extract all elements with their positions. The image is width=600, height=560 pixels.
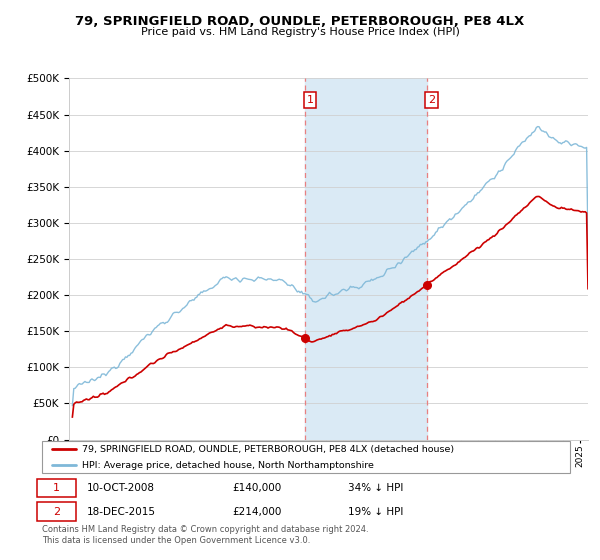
Text: £140,000: £140,000 bbox=[232, 483, 281, 493]
Text: 34% ↓ HPI: 34% ↓ HPI bbox=[348, 483, 404, 493]
FancyBboxPatch shape bbox=[37, 479, 76, 497]
Text: 2: 2 bbox=[428, 95, 436, 105]
Text: 1: 1 bbox=[307, 95, 314, 105]
Text: 79, SPRINGFIELD ROAD, OUNDLE, PETERBOROUGH, PE8 4LX (detached house): 79, SPRINGFIELD ROAD, OUNDLE, PETERBOROU… bbox=[82, 445, 454, 454]
Text: 79, SPRINGFIELD ROAD, OUNDLE, PETERBOROUGH, PE8 4LX: 79, SPRINGFIELD ROAD, OUNDLE, PETERBOROU… bbox=[76, 15, 524, 28]
Text: Contains HM Land Registry data © Crown copyright and database right 2024.
This d: Contains HM Land Registry data © Crown c… bbox=[42, 525, 368, 545]
Bar bbox=[305, 78, 427, 440]
FancyBboxPatch shape bbox=[42, 441, 570, 473]
Text: 2: 2 bbox=[53, 507, 60, 517]
FancyBboxPatch shape bbox=[37, 502, 76, 521]
Text: Price paid vs. HM Land Registry's House Price Index (HPI): Price paid vs. HM Land Registry's House … bbox=[140, 27, 460, 37]
Text: 19% ↓ HPI: 19% ↓ HPI bbox=[348, 507, 404, 517]
Text: £214,000: £214,000 bbox=[232, 507, 281, 517]
Text: 10-OCT-2008: 10-OCT-2008 bbox=[87, 483, 155, 493]
Text: 18-DEC-2015: 18-DEC-2015 bbox=[87, 507, 156, 517]
Text: 1: 1 bbox=[53, 483, 60, 493]
Text: HPI: Average price, detached house, North Northamptonshire: HPI: Average price, detached house, Nort… bbox=[82, 461, 373, 470]
